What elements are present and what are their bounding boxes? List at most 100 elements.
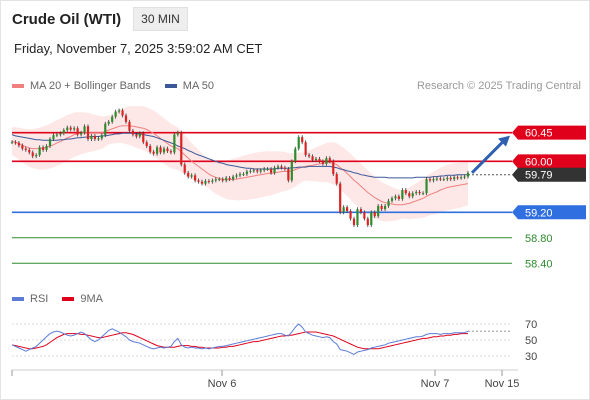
candle <box>131 130 135 135</box>
candle <box>415 191 418 194</box>
candle <box>394 196 397 199</box>
candle <box>411 193 414 197</box>
level-text-1: 60.00 <box>525 156 553 168</box>
candle <box>363 212 366 219</box>
candle <box>366 218 369 226</box>
candle <box>380 205 383 210</box>
candle <box>187 172 190 177</box>
candle <box>124 115 128 122</box>
projection-shaft <box>470 139 506 174</box>
level-label-2: 59.79 <box>512 167 586 182</box>
legend-ma50-label: MA 50 <box>182 80 214 92</box>
candle <box>304 142 307 155</box>
candle <box>45 146 48 150</box>
candle <box>66 127 69 131</box>
candle <box>214 179 217 181</box>
candle <box>24 148 27 150</box>
candle <box>314 158 318 161</box>
level-label-0: 60.45 <box>512 125 586 140</box>
candle <box>76 128 79 135</box>
candle <box>425 179 428 194</box>
candle <box>10 142 14 144</box>
candle <box>83 126 86 133</box>
candle <box>197 180 200 182</box>
candle <box>242 174 245 176</box>
candle <box>138 133 141 137</box>
candle <box>408 193 411 197</box>
candle <box>183 164 186 173</box>
level-text-3: 59.20 <box>525 207 553 219</box>
candle <box>359 209 363 213</box>
candle <box>235 175 238 177</box>
candle <box>345 207 349 212</box>
candle <box>297 137 300 149</box>
legend-ma20: MA 20 + Bollinger Bands <box>12 80 151 92</box>
candle <box>383 205 387 210</box>
candle <box>14 142 17 144</box>
x-tick-label: Nov 15 <box>485 378 520 390</box>
level-label-4: 58.80 <box>525 233 553 245</box>
candle <box>225 177 228 181</box>
ma20-swatch <box>12 84 24 88</box>
level-text-5: 58.40 <box>525 258 553 270</box>
candle <box>370 212 373 226</box>
level-tag-2 <box>512 167 586 182</box>
candle <box>401 190 404 199</box>
candle <box>256 170 259 172</box>
bollinger-band <box>12 106 468 222</box>
candle <box>128 121 131 131</box>
rsi-legend: RSI 9MA <box>12 293 117 305</box>
candle <box>149 146 152 152</box>
interval-button[interactable]: 30 MIN <box>133 7 188 31</box>
candle <box>294 148 297 162</box>
candle <box>259 170 262 172</box>
candle <box>114 111 117 117</box>
candle <box>155 147 159 154</box>
rsi-ma9-line <box>11 331 468 350</box>
credit-text: Research © 2025 Trading Central <box>416 80 581 92</box>
candle <box>204 181 207 184</box>
candle <box>245 171 249 175</box>
candle <box>211 180 214 182</box>
legend-rsi-label: RSI <box>30 293 49 305</box>
level-label-1: 60.00 <box>512 154 586 169</box>
candle <box>166 148 169 152</box>
legend-ma9: 9MA <box>62 293 103 305</box>
x-tick-label: Nov 6 <box>208 378 237 390</box>
candle <box>35 154 38 157</box>
candle <box>377 205 380 217</box>
candle <box>162 148 166 153</box>
candle <box>100 135 103 139</box>
candle <box>145 142 148 147</box>
x-tick-label: Nov 7 <box>421 378 450 390</box>
candle <box>169 151 173 153</box>
candle <box>69 127 72 130</box>
candle <box>117 110 121 112</box>
level-label-5: 58.40 <box>525 258 553 270</box>
price-legend: MA 20 + Bollinger Bands MA 50 <box>12 80 228 92</box>
candle <box>62 130 65 134</box>
candle <box>193 175 197 181</box>
candle <box>449 177 452 180</box>
candle <box>173 134 176 153</box>
candle <box>432 179 435 181</box>
candle <box>249 170 252 172</box>
candle <box>321 161 325 164</box>
candle <box>466 172 470 177</box>
level-text-0: 60.45 <box>525 128 553 140</box>
level-text-2: 59.79 <box>525 170 553 182</box>
instrument-title: Crude Oil (WTI) <box>12 10 122 28</box>
candle <box>463 176 466 178</box>
candle <box>121 110 124 116</box>
candle <box>325 158 328 164</box>
candle <box>59 133 62 135</box>
timestamp: Friday, November 7, 2025 3:59:02 AM CET <box>14 41 263 56</box>
candle <box>387 200 390 206</box>
candle <box>135 134 138 137</box>
candle <box>342 207 345 213</box>
candle <box>48 139 52 147</box>
legend-ma20-label: MA 20 + Bollinger Bands <box>30 80 151 92</box>
candle <box>93 135 97 140</box>
candle <box>287 168 290 181</box>
candle <box>55 134 59 136</box>
